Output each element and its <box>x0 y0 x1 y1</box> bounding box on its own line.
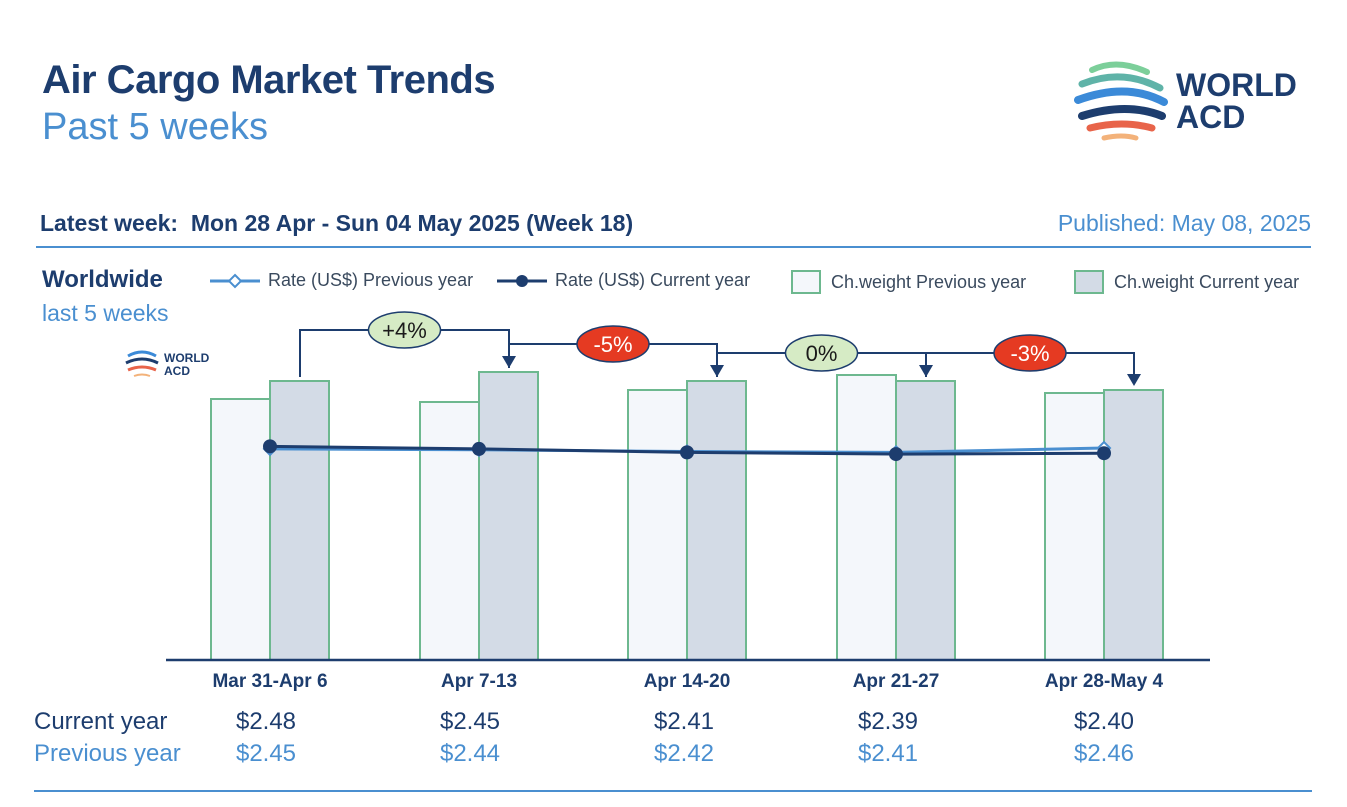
point-rate-current <box>472 441 486 456</box>
legend-rate-prev: Rate (US$) Previous year <box>210 270 473 291</box>
row-label-current: Current year <box>34 708 168 735</box>
legend-bar-prev-icon <box>791 270 821 294</box>
legend-line-dot-icon <box>497 274 547 287</box>
x-tick-label: Apr 21-27 <box>853 671 940 692</box>
x-tick-label: Apr 28-May 4 <box>1045 671 1164 692</box>
change-badge-label: +4% <box>382 318 427 343</box>
svg-text:WORLD: WORLD <box>164 351 210 365</box>
rate-current-value: $2.39 <box>857 708 919 735</box>
point-rate-current <box>1097 446 1111 461</box>
rate-current-value: $2.48 <box>235 708 297 735</box>
footer-divider <box>34 790 1312 792</box>
latest-week: Latest week: Mon 28 Apr - Sun 04 May 202… <box>40 210 633 237</box>
change-arrowhead <box>1127 374 1141 386</box>
row-label-previous: Previous year <box>34 740 181 767</box>
bar-weight-current <box>478 371 539 661</box>
legend-rate-cur: Rate (US$) Current year <box>497 270 750 291</box>
rate-current-value: $2.41 <box>653 708 715 735</box>
published-date: Published: May 08, 2025 <box>1057 210 1311 236</box>
x-tick-label: Mar 31-Apr 6 <box>212 671 327 692</box>
bar-weight-previous <box>210 398 271 661</box>
chart-area: WORLD ACD Mar 31-Apr 6 Apr 7-13 Apr 14-20 A… <box>125 311 1210 692</box>
svg-text:ACD: ACD <box>1176 99 1245 135</box>
legend-weight-prev-label: Ch.weight Previous year <box>831 271 1027 292</box>
legend-weight-cur-label: Ch.weight Current year <box>1114 271 1300 292</box>
region-period: last 5 weeks <box>42 300 169 326</box>
legend-weight-prev: Ch.weight Previous year <box>791 270 1026 294</box>
legend-rate-prev-label: Rate (US$) Previous year <box>268 270 474 290</box>
change-badge-label: -3% <box>1010 341 1049 366</box>
rate-previous-value: $2.44 <box>439 740 501 767</box>
point-rate-current <box>889 447 903 462</box>
rate-previous-value: $2.45 <box>235 740 297 767</box>
svg-text:WORLD: WORLD <box>1176 67 1297 103</box>
latest-week-label: Latest week: <box>40 210 179 236</box>
bar-weight-previous <box>419 401 480 661</box>
change-badge <box>367 311 442 349</box>
bar-weight-previous <box>836 374 897 661</box>
rate-previous-value: $2.46 <box>1073 740 1135 767</box>
legend-rate-cur-label: Rate (US$) Current year <box>555 270 751 290</box>
rate-previous-value: $2.41 <box>857 740 919 767</box>
point-rate-current <box>263 439 277 454</box>
bar-weight-current <box>1103 389 1164 661</box>
rate-current-value: $2.45 <box>439 708 501 735</box>
page-subtitle: Past 5 weeks <box>42 106 268 148</box>
bar-weight-previous <box>627 389 688 661</box>
bar-weight-current <box>686 380 747 661</box>
point-rate-current <box>680 445 694 460</box>
change-badge <box>784 334 859 372</box>
rate-previous-value: $2.42 <box>653 740 715 767</box>
page-title: Air Cargo Market Trends <box>42 58 496 102</box>
legend-weight-cur: Ch.weight Current year <box>1074 270 1299 294</box>
mini-logo: WORLD ACD <box>125 350 210 378</box>
latest-week-value: Mon 28 Apr - Sun 04 May 2025 (Week 18) <box>190 210 634 236</box>
rate-current-value: $2.40 <box>1073 708 1135 735</box>
change-badge-label: 0% <box>806 341 838 366</box>
header-divider <box>36 246 1311 248</box>
change-badge <box>576 325 650 363</box>
bar-weight-previous <box>1044 392 1105 661</box>
x-tick-label: Apr 14-20 <box>644 671 731 692</box>
legend-line-diamond-icon <box>210 273 260 288</box>
legend-bar-cur-icon <box>1074 270 1104 294</box>
svg-text:ACD: ACD <box>164 364 190 378</box>
region-name: Worldwide <box>42 266 163 293</box>
change-badge <box>993 334 1067 372</box>
x-tick-label: Apr 7-13 <box>441 671 517 692</box>
bar-weight-current <box>269 380 330 661</box>
bar-weight-current <box>895 380 956 661</box>
world-acd-logo: WORLD ACD <box>1074 61 1297 141</box>
change-badge-label: -5% <box>593 332 632 357</box>
